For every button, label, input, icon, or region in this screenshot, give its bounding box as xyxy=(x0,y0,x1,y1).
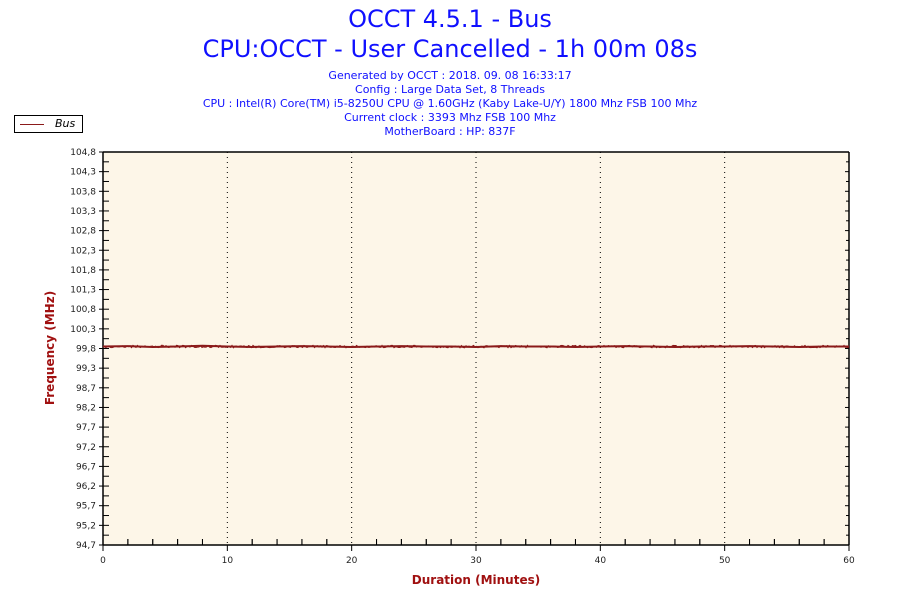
x-tick-label: 0 xyxy=(100,556,106,566)
y-tick-label: 95,7 xyxy=(76,502,96,512)
y-tick-label: 97,7 xyxy=(76,423,96,433)
y-tick-label: 102,3 xyxy=(70,246,96,256)
x-axis-label: Duration (Minutes) xyxy=(412,573,540,587)
plot-area xyxy=(103,152,849,545)
x-tick-label: 50 xyxy=(719,556,731,566)
y-tick-label: 100,8 xyxy=(70,305,96,315)
y-tick-label: 103,3 xyxy=(70,207,96,217)
y-tick-label: 104,3 xyxy=(70,168,96,178)
x-tick-label: 40 xyxy=(595,556,607,566)
y-tick-label: 103,8 xyxy=(70,187,96,197)
y-tick-label: 104,8 xyxy=(70,148,96,158)
y-tick-label: 95,2 xyxy=(76,521,96,531)
y-tick-label: 98,7 xyxy=(76,384,96,394)
y-tick-label: 102,8 xyxy=(70,227,96,237)
y-tick-label: 99,3 xyxy=(76,364,96,374)
x-tick-label: 30 xyxy=(470,556,482,566)
x-tick-label: 20 xyxy=(346,556,358,566)
y-tick-label: 97,2 xyxy=(76,443,96,453)
y-tick-label: 100,3 xyxy=(70,325,96,335)
y-tick-label: 98,2 xyxy=(76,403,96,413)
chart-svg: 94,7 95,2 95,7 96,2 96,7 97,2 97,7 98,2 98,7 99,3… xyxy=(0,0,900,600)
y-tick-label: 94,7 xyxy=(76,541,96,551)
y-tick-label: 96,2 xyxy=(76,482,96,492)
y-tick-label: 101,8 xyxy=(70,266,96,276)
y-tick-label: 99,8 xyxy=(76,345,96,355)
y-axis-label: Frequency (MHz) xyxy=(43,291,57,405)
y-tick-label: 96,7 xyxy=(76,462,96,472)
y-tick-label: 101,3 xyxy=(70,286,96,296)
x-tick-label: 60 xyxy=(843,556,855,566)
x-tick-label: 10 xyxy=(222,556,234,566)
